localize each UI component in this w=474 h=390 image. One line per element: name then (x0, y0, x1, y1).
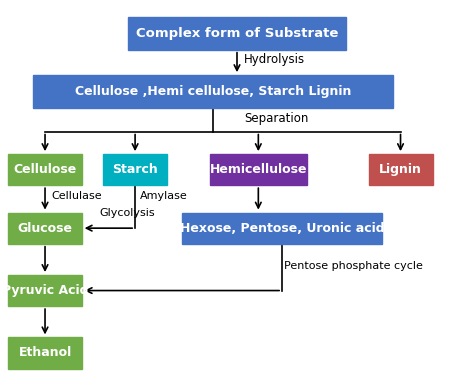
Text: Amylase: Amylase (140, 191, 188, 201)
Text: Lignin: Lignin (379, 163, 422, 176)
Text: Ethanol: Ethanol (18, 346, 72, 360)
Text: Hydrolysis: Hydrolysis (244, 53, 305, 66)
FancyBboxPatch shape (8, 213, 82, 244)
Text: Separation: Separation (244, 112, 309, 126)
Text: Hexose, Pentose, Uronic acid: Hexose, Pentose, Uronic acid (180, 222, 384, 235)
FancyBboxPatch shape (33, 75, 393, 108)
Text: Glycolysis: Glycolysis (100, 207, 155, 218)
Text: Starch: Starch (112, 163, 158, 176)
Text: Pyruvic Acid: Pyruvic Acid (2, 284, 88, 297)
FancyBboxPatch shape (103, 154, 167, 185)
Text: Cellulose: Cellulose (13, 163, 77, 176)
FancyBboxPatch shape (210, 154, 307, 185)
Text: Cellulase: Cellulase (51, 191, 102, 201)
FancyBboxPatch shape (182, 213, 382, 244)
FancyBboxPatch shape (8, 275, 82, 306)
FancyBboxPatch shape (8, 337, 82, 369)
Text: Complex form of Substrate: Complex form of Substrate (136, 27, 338, 40)
FancyBboxPatch shape (8, 154, 82, 185)
Text: Cellulose ,Hemi cellulose, Starch Lignin: Cellulose ,Hemi cellulose, Starch Lignin (75, 85, 352, 98)
FancyBboxPatch shape (128, 16, 346, 50)
Text: Hemicellulose: Hemicellulose (210, 163, 307, 176)
Text: Glucose: Glucose (18, 222, 73, 235)
FancyBboxPatch shape (368, 154, 432, 185)
Text: Pentose phosphate cycle: Pentose phosphate cycle (284, 261, 423, 271)
